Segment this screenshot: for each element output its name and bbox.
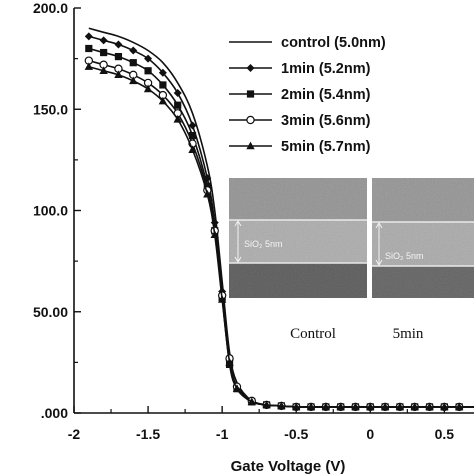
series-5 (84, 62, 474, 411)
data-point (129, 59, 137, 67)
y-tick-label: 100.0 (33, 203, 68, 219)
legend-swatch-marker (246, 115, 255, 125)
data-point (217, 295, 227, 303)
inset-control-caption: Control (290, 326, 336, 342)
data-point (129, 76, 138, 85)
y-tick-label: 50.00 (33, 304, 68, 320)
data-point (336, 402, 345, 411)
data-point (173, 114, 182, 123)
data-point (84, 32, 93, 41)
legend: control (5.0nm) 1min (5.2nm) 2min (5.4nm) 3… (229, 35, 386, 155)
data-point (174, 101, 182, 109)
x-tick-label: -2 (68, 426, 81, 442)
data-point (114, 70, 123, 79)
legend-label: 5min (5.7nm) (281, 139, 371, 155)
x-tick-label: 0 (366, 426, 374, 442)
legend-swatch-marker (246, 64, 255, 72)
data-point (210, 230, 219, 238)
series-layer (84, 27, 474, 412)
data-point (225, 357, 234, 366)
legend-item-4: 3min (5.6nm) (229, 113, 371, 129)
data-point (380, 402, 390, 411)
data-point (114, 53, 123, 61)
data-point (247, 397, 256, 406)
data-point (306, 402, 316, 411)
x-tick-label: -0.5 (284, 426, 308, 442)
data-point (129, 46, 138, 55)
data-point (144, 67, 152, 75)
x-tick-label: -1.5 (136, 426, 160, 442)
data-point (159, 81, 167, 89)
data-point (277, 401, 286, 410)
y-tick-label: 200.0 (33, 0, 68, 16)
axes: .000 50.00 100.0 150.0 200.0 -2 -1.5 -1 -0.5 0 0.5… (33, 0, 474, 474)
data-point (188, 145, 197, 153)
data-point (262, 400, 271, 409)
data-point (203, 189, 212, 198)
data-point (173, 89, 182, 98)
data-point (351, 402, 360, 411)
inset-control-image: SiO₂ 5nm (229, 178, 367, 298)
data-point (188, 121, 197, 130)
legend-item-3: 2min (5.4nm) (229, 87, 371, 103)
data-point (85, 44, 93, 53)
inset-5min-caption: 5min (393, 326, 424, 342)
data-point (454, 402, 464, 411)
data-point (425, 402, 434, 411)
data-point (99, 36, 108, 45)
data-point (395, 402, 405, 411)
inset-control-layer-label: SiO₂ 5nm (244, 239, 283, 249)
legend-item-1: control (5.0nm) (229, 35, 386, 51)
data-point (99, 66, 108, 74)
data-point (114, 40, 123, 49)
y-tick-label: 150.0 (33, 101, 68, 117)
inset-5min-image: SiO₂ 5nm (372, 178, 474, 298)
legend-label: 2min (5.4nm) (281, 87, 371, 103)
x-tick-label: 0.5 (435, 426, 455, 442)
y-tick-label: .000 (41, 405, 68, 421)
data-point (143, 84, 153, 93)
data-point (410, 402, 419, 411)
data-point (232, 384, 242, 392)
data-point (100, 48, 108, 57)
legend-label: 3min (5.6nm) (281, 113, 371, 129)
x-axis-title: Gate Voltage (V) (231, 458, 346, 474)
data-point (188, 131, 197, 140)
legend-item-2: 1min (5.2nm) (229, 61, 371, 77)
legend-label: 1min (5.2nm) (281, 61, 371, 77)
data-point (84, 62, 94, 70)
data-point (144, 54, 153, 63)
legend-swatch-marker (246, 141, 255, 150)
x-tick-label: -1 (216, 426, 229, 442)
inset-5min-layer-label: SiO₂ 5nm (385, 251, 424, 261)
legend-item-5: 5min (5.7nm) (229, 139, 371, 155)
legend-swatch-marker (246, 90, 255, 98)
tem-insets: SiO₂ 5nm SiO₂ 5nm Control 5min (229, 178, 474, 342)
data-point (158, 68, 167, 77)
data-point (321, 402, 331, 411)
data-point (158, 96, 168, 105)
legend-label: control (5.0nm) (281, 35, 386, 51)
